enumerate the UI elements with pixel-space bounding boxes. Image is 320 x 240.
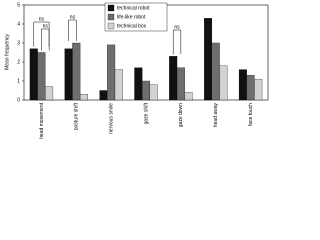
bar (37, 52, 46, 101)
bar (134, 67, 143, 101)
y-axis-label: Mean frequency (4, 34, 10, 70)
bar (149, 84, 158, 101)
annotation: ns (174, 24, 180, 30)
legend-label: life-like robot (117, 14, 146, 20)
legend-label: technical box (117, 23, 147, 29)
bracket (68, 19, 77, 41)
legend-label: technical robot (117, 5, 150, 11)
bar (64, 48, 73, 101)
y-tick-label: 3 (17, 40, 20, 46)
annotation: ns (39, 16, 45, 22)
bar (169, 56, 178, 101)
x-tick-label: head movement (39, 102, 45, 138)
y-tick-label: 5 (17, 2, 20, 8)
x-tick-label: posture shift (74, 102, 80, 130)
bar (107, 44, 116, 101)
x-tick-label: nervous smile (108, 103, 114, 134)
x-tick-label: face touch (248, 103, 254, 126)
bar (114, 69, 123, 101)
bar (29, 48, 38, 101)
bar (79, 94, 88, 101)
y-tick-label: 1 (17, 78, 20, 84)
bar (142, 80, 150, 101)
x-tick-label: gaze down (178, 103, 184, 127)
bracket (172, 29, 182, 55)
y-tick-label: 0 (17, 97, 20, 103)
page: {"chart_data": {"type": "bar", "y_label"… (4, 2, 269, 139)
legend-box (104, 2, 168, 32)
y-tick-label: 2 (17, 59, 20, 65)
bar (72, 42, 81, 101)
annotation: ns (70, 14, 76, 20)
x-tick-label: head away (213, 103, 219, 128)
bar (246, 75, 255, 101)
chart: Mean frequency 0 1 2 3 4 5 head movement postur… (4, 2, 269, 139)
legend-swatch (107, 4, 115, 12)
x-tick-label: gaze shift (143, 102, 149, 124)
bar (211, 42, 220, 101)
bar (184, 92, 193, 101)
bar (99, 90, 108, 101)
y-tick-label: 4 (17, 21, 20, 27)
bar (219, 65, 228, 101)
bar (238, 69, 247, 101)
legend-swatch (107, 22, 115, 30)
bracket (41, 28, 50, 51)
legend-swatch (107, 13, 115, 21)
annotation: ns (43, 23, 49, 29)
bar (45, 86, 54, 101)
bar (204, 18, 213, 101)
bar (254, 78, 263, 101)
bar (176, 67, 185, 101)
